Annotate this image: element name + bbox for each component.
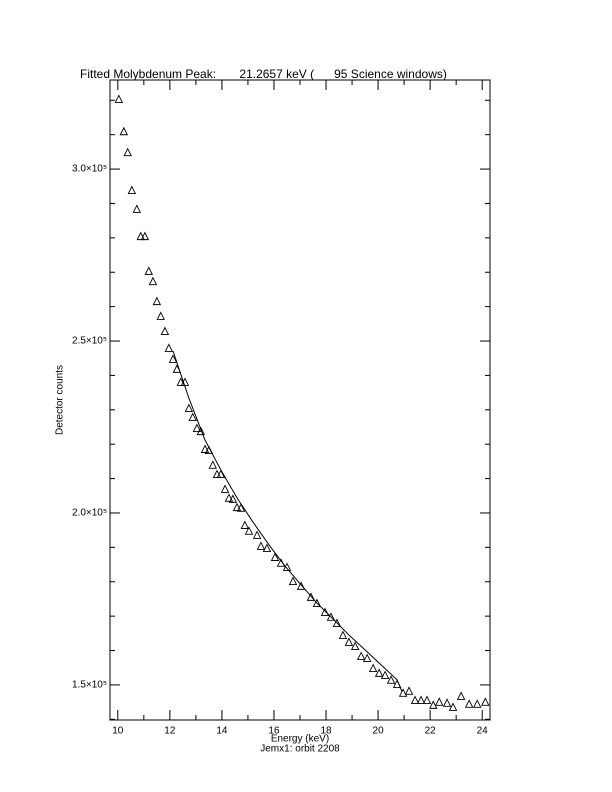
data-point xyxy=(312,598,322,608)
data-point xyxy=(176,377,186,386)
data-point xyxy=(380,670,390,679)
data-point xyxy=(435,697,444,706)
x-axis-label: Energy (keV) xyxy=(271,734,329,745)
data-point xyxy=(232,502,242,512)
data-point xyxy=(456,691,466,700)
data-point xyxy=(398,688,408,697)
data-point xyxy=(114,94,124,103)
data-point xyxy=(296,581,306,590)
data-point xyxy=(473,699,482,708)
data-point xyxy=(429,700,438,709)
data-point xyxy=(196,426,206,436)
data-point xyxy=(422,695,432,705)
data-point xyxy=(140,231,150,241)
data-point xyxy=(228,494,238,503)
data-point xyxy=(386,675,396,684)
data-point xyxy=(168,354,178,363)
data-point xyxy=(160,326,170,335)
data-point xyxy=(148,276,158,286)
x-tick-label: 24 xyxy=(477,726,489,737)
data-point xyxy=(362,653,372,663)
data-point xyxy=(216,469,226,479)
data-point xyxy=(442,698,452,707)
data-point xyxy=(192,423,202,432)
y-tick-label: 3.0×10⁵ xyxy=(72,164,107,175)
x-tick-label: 14 xyxy=(216,726,228,737)
x-tick-label: 22 xyxy=(425,726,437,737)
data-point xyxy=(416,695,426,705)
data-point xyxy=(224,493,234,502)
data-point xyxy=(338,630,348,640)
data-point xyxy=(188,412,197,421)
y-tick-label: 2.5×10⁵ xyxy=(72,336,107,347)
data-point xyxy=(184,403,194,413)
data-point xyxy=(404,686,414,695)
y-tick-label: 2.0×10⁵ xyxy=(72,508,107,519)
data-point xyxy=(374,668,384,677)
data-point xyxy=(220,484,230,493)
data-point xyxy=(152,296,162,306)
data-point xyxy=(332,618,342,627)
fit-line xyxy=(172,350,403,692)
data-point xyxy=(368,663,378,673)
data-point xyxy=(236,503,246,512)
data-point xyxy=(326,612,336,621)
data-point xyxy=(123,147,132,157)
data-point xyxy=(240,520,250,529)
data-point xyxy=(262,543,272,552)
subtitle: Jemx1: orbit 2208 xyxy=(260,744,340,755)
data-point xyxy=(481,697,490,706)
chart-title: Fitted Molybdenum Peak: 21.2657 keV ( 95… xyxy=(80,67,447,81)
data-point xyxy=(136,231,145,241)
data-point xyxy=(208,460,218,469)
data-point xyxy=(306,592,316,601)
data-point xyxy=(144,266,154,275)
data-point xyxy=(127,185,137,194)
data-point xyxy=(156,311,165,320)
data-point xyxy=(244,526,254,535)
data-point xyxy=(288,576,298,586)
data-point xyxy=(252,530,262,539)
y-tick-label: 1.5×10⁵ xyxy=(72,680,107,691)
x-tick-label: 18 xyxy=(320,726,332,737)
x-tick-label: 20 xyxy=(373,726,385,737)
data-point xyxy=(464,699,474,708)
data-point xyxy=(200,444,210,453)
data-point xyxy=(350,641,360,651)
data-point xyxy=(119,126,129,136)
y-axis-label: Detector counts xyxy=(55,365,66,435)
data-point xyxy=(356,651,366,660)
data-point xyxy=(132,204,142,213)
x-tick-label: 10 xyxy=(112,726,124,737)
x-tick-label: 12 xyxy=(164,726,176,737)
data-point xyxy=(270,552,280,561)
data-point xyxy=(164,343,174,352)
data-point xyxy=(256,541,266,550)
x-tick-label: 16 xyxy=(268,726,280,737)
data-point xyxy=(410,695,420,705)
data-point xyxy=(448,702,458,711)
data-point xyxy=(344,637,354,646)
